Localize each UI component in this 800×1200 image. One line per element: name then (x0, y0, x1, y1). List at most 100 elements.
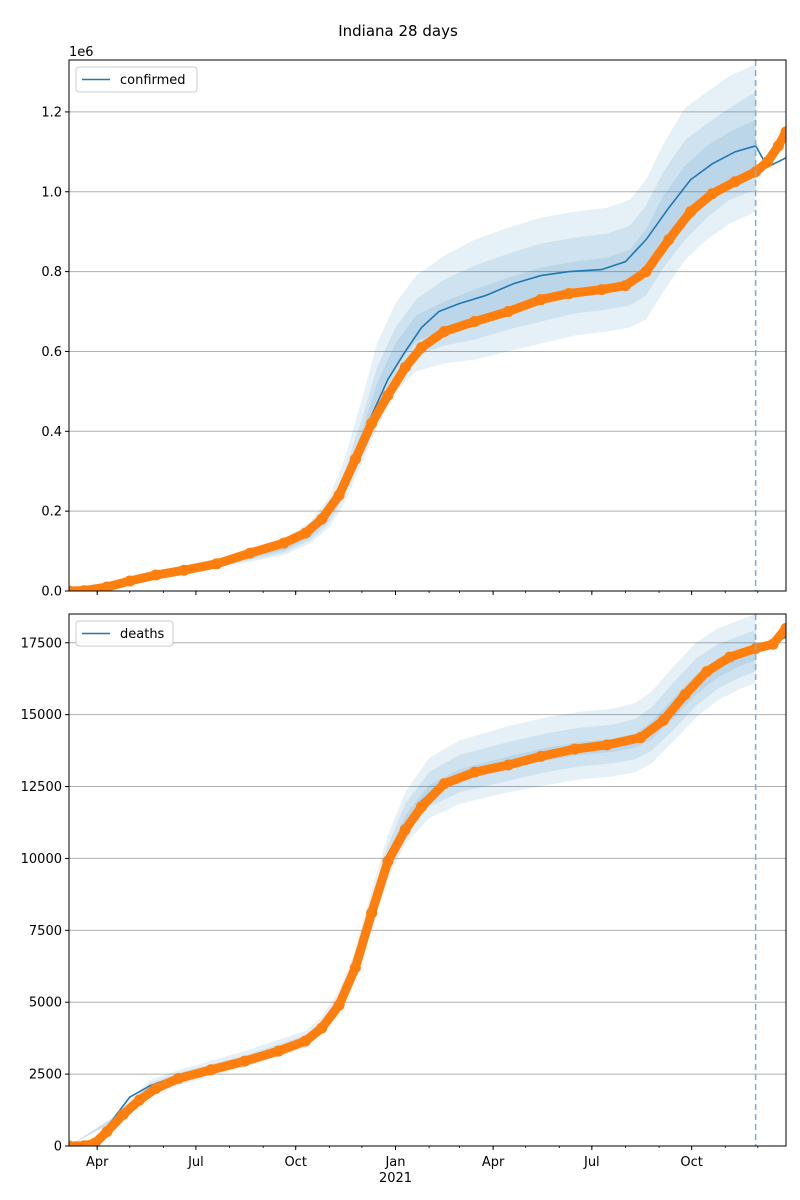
confirmed-ytick-label: 0.0 (41, 585, 62, 600)
deaths-observed-point (399, 824, 411, 836)
xtick-label: Apr (86, 1155, 109, 1170)
confirmed-observed-point (211, 558, 223, 570)
confirmed-ytick-label: 1.0 (41, 185, 62, 200)
deaths-observed-point (502, 759, 514, 771)
figure-title: Indiana 28 days (338, 22, 458, 40)
deaths-observed-point (601, 739, 613, 751)
deaths-observed-point (767, 638, 779, 650)
confirmed-observed-point (124, 575, 136, 587)
deaths-observed-point (78, 1140, 90, 1146)
deaths-observed-point (173, 1072, 185, 1084)
deaths-observed-point (69, 1140, 75, 1146)
confirmed-panel: 0.0 0.2 0.4 0.6 0.8 1.0 1.2 1e6 confirmed (41, 45, 787, 600)
xtick-year-label: 2021 (379, 1171, 412, 1186)
deaths-ytick-label: 2500 (29, 1068, 62, 1083)
confirmed-observed-point (640, 266, 652, 278)
deaths-observed-point (134, 1094, 146, 1106)
confirmed-observed-point (78, 585, 90, 591)
confirmed-observed-point (150, 569, 162, 581)
confirmed-observed-point (399, 361, 411, 373)
xtick-label: Jul (187, 1155, 204, 1170)
confirmed-observed-point (333, 489, 345, 501)
deaths-observed-point (89, 1137, 101, 1146)
deaths-observed-point (382, 855, 394, 867)
confirmed-scale-label: 1e6 (69, 45, 94, 60)
deaths-observed-point (469, 766, 481, 778)
deaths-ytick-label: 12500 (21, 780, 62, 795)
deaths-observed-point (679, 689, 691, 701)
deaths-observed-point (205, 1064, 217, 1076)
deaths-ytick-label: 10000 (21, 852, 62, 867)
deaths-observed-point (272, 1045, 284, 1057)
confirmed-observed-point (563, 288, 575, 300)
confirmed-ytick-label: 1.2 (41, 105, 62, 120)
confirmed-observed-point (685, 206, 697, 218)
confirmed-band-inner (69, 119, 756, 591)
confirmed-observed-point (596, 284, 608, 296)
confirmed-observed-point (535, 294, 547, 306)
confirmed-observed-point (316, 513, 328, 525)
confirmed-observed-point (299, 527, 311, 539)
xtick-label: Jan (384, 1155, 405, 1170)
deaths-observed-point (366, 907, 378, 919)
deaths-observed-point (316, 1022, 328, 1034)
deaths-observed-point (535, 750, 547, 762)
deaths-observed-point (349, 962, 361, 974)
deaths-band-middle (69, 629, 756, 1146)
deaths-band-outer (69, 614, 756, 1146)
deaths-panel: 0 2500 5000 7500 10000 12500 15000 17500 Apr Jul O… (21, 613, 787, 1186)
xtick-label: Oct (680, 1155, 702, 1170)
deaths-observed-point (333, 999, 345, 1011)
confirmed-observed-point (278, 537, 290, 549)
deaths-legend-box (75, 620, 174, 647)
deaths-ytick-label: 17500 (21, 636, 62, 651)
confirmed-observed-point (772, 140, 784, 152)
confirmed-axes-frame (68, 59, 787, 592)
confirmed-observed-point (502, 306, 514, 318)
confirmed-observed-point (729, 176, 741, 188)
confirmed-observed-point (101, 581, 113, 591)
confirmed-observed-point (706, 188, 718, 200)
xtick-label: Oct (284, 1155, 306, 1170)
confirmed-observed-point (762, 156, 774, 168)
confirmed-observed-point (780, 126, 786, 138)
confirmed-legend-label: confirmed (120, 73, 186, 88)
confirmed-observed-point (349, 453, 361, 465)
deaths-observed-point (299, 1035, 311, 1047)
deaths-observed-point (117, 1108, 129, 1120)
deaths-ytick-label: 7500 (29, 924, 62, 939)
deaths-observed-point (657, 714, 669, 726)
deaths-observed-point (438, 778, 450, 790)
confirmed-band-outer (69, 63, 756, 591)
deaths-observed-point (724, 651, 736, 663)
confirmed-observed-point (619, 280, 631, 292)
deaths-observed-point (416, 801, 428, 813)
deaths-ytick-label: 0 (54, 1140, 62, 1155)
confirmed-legend-box (75, 66, 198, 93)
confirmed-observed-point (416, 341, 428, 353)
deaths-legend: deaths (75, 620, 174, 647)
confirmed-ytick-label: 0.2 (41, 505, 62, 520)
deaths-observed-point (701, 666, 713, 678)
deaths-observed-point (101, 1126, 113, 1138)
confirmed-observed-point (663, 234, 675, 246)
confirmed-observed-point (244, 547, 256, 559)
confirmed-observed-point (469, 316, 481, 328)
deaths-ytick-label: 15000 (21, 708, 62, 723)
confirmed-observed-point (382, 389, 394, 401)
deaths-observed-point (635, 732, 647, 744)
confirmed-observed-point (438, 325, 450, 337)
deaths-ytick-label: 5000 (29, 996, 62, 1011)
confirmed-ytick-label: 0.4 (41, 425, 62, 440)
deaths-observed-line (69, 623, 786, 1146)
xtick-label: Jul (583, 1155, 600, 1170)
deaths-legend-label: deaths (120, 627, 165, 642)
confirmed-observed-point (69, 585, 75, 591)
deaths-observed-point (568, 743, 580, 755)
xtick-label: Apr (482, 1155, 505, 1170)
confirmed-observed-point (178, 564, 190, 576)
deaths-axes-frame (68, 613, 787, 1147)
confirmed-plot-area (69, 63, 786, 591)
deaths-plot-area (69, 614, 786, 1146)
